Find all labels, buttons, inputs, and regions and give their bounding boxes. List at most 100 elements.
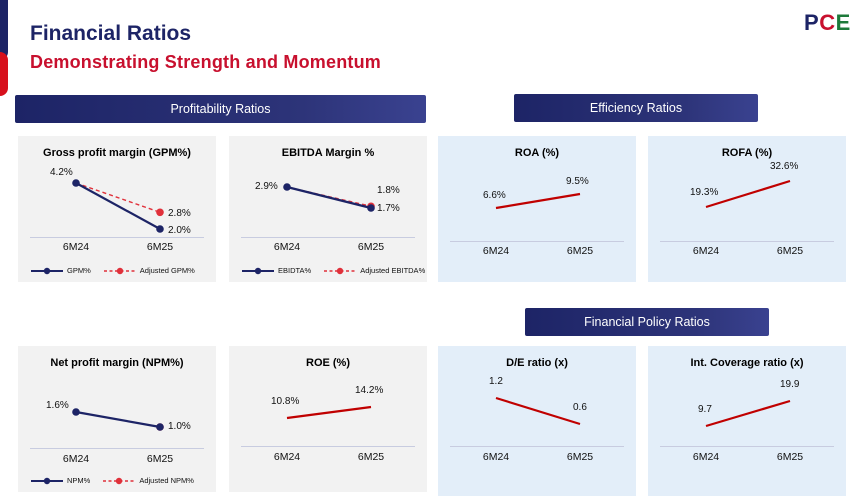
x-tick-6M24: 6M24 [482, 245, 510, 257]
series-line-roa [495, 192, 581, 210]
point-npm-6M25 [156, 423, 164, 431]
chart-panel-gpm: Gross profit margin (GPM%) 6M24 6M25 2.8% 4.… [18, 136, 216, 282]
chart-panel-roe: ROE (%) 6M24 6M25 10.8% 14.2% [229, 346, 427, 492]
data-label-roa-6M25: 9.5% [566, 176, 589, 187]
chart-plot-gpm [72, 179, 164, 233]
chart-title-rofa: ROFA (%) [721, 147, 773, 159]
legend-swatch-1 [324, 267, 357, 274]
series-line-ebitda [286, 185, 372, 210]
point-gpm-6M25 [156, 225, 164, 233]
chart-legend-npm: NPM% Adjusted NPM% [30, 476, 194, 485]
point-gpm-6M24 [72, 179, 80, 187]
x-tick-6M25: 6M25 [146, 241, 174, 253]
chart-panel-icr: Int. Coverage ratio (x) 6M24 6M25 9.7 19.9 [648, 346, 846, 496]
x-axis-line-npm [30, 448, 204, 449]
x-tick-6M24: 6M24 [482, 451, 510, 463]
data-label-de-6M24: 1.2 [489, 376, 503, 387]
chart-plot-icr [705, 399, 791, 428]
x-tick-6M25: 6M25 [566, 245, 594, 257]
legend-label-0: EBIDTA% [278, 266, 312, 275]
chart-legend-ebitda: EBIDTA% Adjusted EBITDA% [241, 266, 425, 275]
series-line-rofa [705, 179, 791, 209]
legend-label-1: Adjusted NPM% [139, 476, 194, 485]
data-label-npm-6M25: 1.0% [168, 421, 191, 432]
point-ebitda-6M24 [283, 183, 291, 191]
chart-title-npm: Net profit margin (NPM%) [50, 357, 184, 369]
chart-panel-ebitda: EBITDA Margin % 6M24 6M25 1.8% 2.9% 1.7% EBIDT… [229, 136, 427, 282]
page-subtitle: Demonstrating Strength and Momentum [30, 52, 382, 72]
data-label-rofa-6M25: 32.6% [770, 161, 799, 172]
chart-panel-de: D/E ratio (x) 6M24 6M25 1.2 0.6 [438, 346, 636, 496]
data-label-roe-6M25: 14.2% [355, 385, 384, 396]
financial-policy-ratios-banner: Financial Policy Ratios [525, 308, 769, 336]
point-ebitda-6M25 [367, 204, 375, 212]
chart-plot-npm [72, 408, 164, 431]
x-tick-6M24: 6M24 [692, 451, 720, 463]
data-label-ebitda-6M24: 2.9% [255, 181, 278, 192]
chart-title-ebitda: EBITDA Margin % [281, 147, 375, 159]
adjusted-point-gpm-6M25 [156, 208, 164, 217]
series-line-de [495, 396, 581, 426]
data-label-rofa-6M24: 19.3% [690, 187, 719, 198]
legend-swatch-0 [31, 477, 63, 484]
x-axis-line-icr [660, 446, 834, 447]
x-axis-line-ebitda [241, 237, 415, 238]
chart-panel-rofa: ROFA (%) 6M24 6M25 19.3% 32.6% [648, 136, 846, 282]
x-axis-line-gpm [30, 237, 204, 238]
legend-swatch-1 [103, 477, 136, 484]
x-tick-6M24: 6M24 [62, 241, 90, 253]
chart-plot-ebitda [283, 183, 375, 212]
adjusted-series-line-gpm [75, 182, 161, 213]
series-line-icr [705, 399, 791, 428]
data-label-de-6M25: 0.6 [573, 402, 587, 413]
left-accent-red [0, 52, 8, 96]
x-tick-6M25: 6M25 [146, 453, 174, 465]
chart-plot-roa [495, 192, 581, 210]
series-line-npm [75, 410, 161, 429]
x-tick-6M25: 6M25 [776, 451, 804, 463]
x-tick-6M25: 6M25 [357, 451, 385, 463]
x-tick-6M24: 6M24 [273, 451, 301, 463]
efficiency-ratios-banner: Efficiency Ratios [514, 94, 758, 122]
data-label-icr-6M25: 19.9 [780, 379, 800, 390]
company-logo: PCE [804, 10, 851, 35]
data-label-npm-6M24: 1.6% [46, 400, 69, 411]
series-line-gpm [75, 182, 161, 230]
data-label-gpm-6M25: 2.0% [168, 225, 191, 236]
left-accent-navy [0, 0, 8, 60]
chart-plot-rofa [705, 179, 791, 209]
data-label-gpm-adj-6M25: 2.8% [168, 208, 191, 220]
legend-swatch-0 [242, 267, 274, 274]
legend-label-1: Adjusted EBITDA% [360, 266, 426, 275]
legend-label-1: Adjusted GPM% [139, 266, 195, 275]
chart-title-de: D/E ratio (x) [506, 357, 568, 369]
x-tick-6M25: 6M25 [776, 245, 804, 257]
series-line-roe [286, 405, 372, 420]
x-tick-6M25: 6M25 [357, 241, 385, 253]
chart-panel-npm: Net profit margin (NPM%) 6M24 6M25 1.6% 1.0%… [18, 346, 216, 492]
data-label-ebitda-adj-6M25: 1.8% [377, 185, 400, 197]
x-axis-line-roe [241, 446, 415, 447]
page-title: Financial Ratios [30, 22, 192, 45]
chart-title-icr: Int. Coverage ratio (x) [690, 357, 804, 369]
x-tick-6M24: 6M24 [62, 453, 90, 465]
data-label-ebitda-6M25: 1.7% [377, 203, 400, 214]
legend-swatch-0 [31, 267, 63, 274]
data-label-roe-6M24: 10.8% [271, 396, 300, 407]
legend-label-0: GPM% [67, 266, 91, 275]
chart-title-roe: ROE (%) [306, 357, 350, 369]
data-label-gpm-6M24: 4.2% [50, 167, 73, 178]
legend-swatch-1 [103, 267, 136, 274]
chart-plot-roe [286, 405, 372, 420]
data-label-roa-6M24: 6.6% [483, 190, 506, 201]
x-tick-6M25: 6M25 [566, 451, 594, 463]
x-tick-6M24: 6M24 [692, 245, 720, 257]
chart-title-gpm: Gross profit margin (GPM%) [43, 147, 191, 159]
legend-label-0: NPM% [67, 476, 91, 485]
chart-legend-gpm: GPM% Adjusted GPM% [30, 266, 195, 275]
x-axis-line-rofa [660, 241, 834, 242]
x-axis-line-de [450, 446, 624, 447]
x-tick-6M24: 6M24 [273, 241, 301, 253]
x-axis-line-roa [450, 241, 624, 242]
profitability-ratios-banner: Profitability Ratios [15, 95, 426, 123]
